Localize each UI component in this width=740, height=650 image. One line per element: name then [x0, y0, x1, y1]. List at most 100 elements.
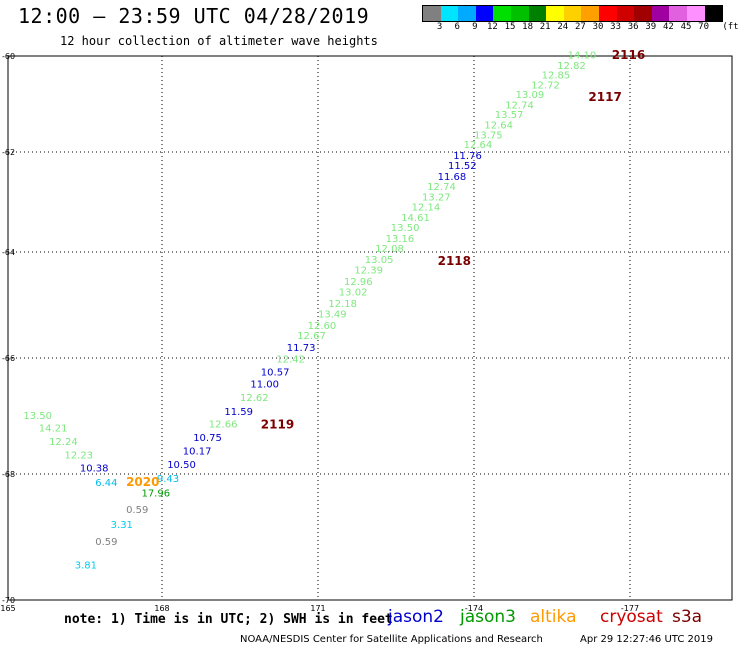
wave-height-label: 12.24 — [49, 437, 78, 448]
legend-tick-label: 12 — [486, 22, 498, 32]
footer-note: note: 1) Time is in UTC; 2) SWH is in fe… — [64, 612, 393, 627]
legend-tick-label: 39 — [645, 22, 657, 32]
wave-height-label: 12.74 — [505, 100, 534, 111]
latitude-label: -66 — [2, 354, 15, 363]
legend-tick-label: 18 — [522, 22, 534, 32]
wave-height-label: 13.02 — [339, 287, 368, 298]
legend-tick-label: 30 — [592, 22, 604, 32]
wave-height-label: 12.14 — [412, 203, 441, 214]
pass-time-label: 2020 — [126, 475, 159, 489]
wave-height-label: 11.00 — [250, 380, 279, 391]
wave-height-label: 0.59 — [95, 537, 117, 548]
wave-height-label: 10.50 — [167, 460, 196, 471]
legend-swatch — [651, 6, 670, 21]
wave-height-label: 13.05 — [365, 255, 394, 266]
wave-height-label: 10.57 — [261, 367, 290, 378]
legend-swatch — [458, 6, 476, 21]
legend-tick-label: 24 — [557, 22, 569, 32]
latitude-label: -68 — [2, 470, 15, 479]
legend-swatch — [669, 6, 687, 21]
generated-timestamp: Apr 29 12:27:46 UTC 2019 — [580, 634, 713, 645]
wave-height-label: 13.57 — [495, 110, 524, 121]
legend-swatch — [475, 6, 494, 21]
wave-height-label: 12.42 — [276, 355, 305, 366]
wave-height-label: 10.38 — [80, 464, 109, 475]
legend-altika: altika — [530, 607, 577, 627]
wave-height-label: 12.18 — [328, 299, 357, 310]
wave-height-label: 12.39 — [354, 266, 383, 277]
wave-height-label: 12.85 — [542, 71, 571, 82]
wave-height-label: 11.52 — [448, 161, 477, 172]
credit-line: NOAA/NESDIS Center for Satellite Applica… — [240, 634, 543, 645]
wave-height-label: 13.16 — [386, 234, 415, 245]
wave-height-label: 12.66 — [209, 420, 238, 431]
legend-tick-label: 21 — [539, 22, 551, 32]
wave-height-label: 11.73 — [287, 343, 316, 354]
wave-height-label: 13.27 — [422, 193, 451, 204]
pass-time-label: 2118 — [438, 254, 471, 268]
legend-jason2: jason2 — [388, 607, 444, 627]
legend-unit-label: (ft) — [722, 22, 740, 32]
wave-height-label: 11.59 — [224, 407, 253, 418]
latitude-label: -70 — [2, 596, 15, 605]
longitude-label: 165 — [0, 604, 15, 613]
time-label-layer: 2116 2117 2118 2119 2020 — [126, 48, 645, 489]
wave-height-label: 14.10 — [568, 50, 597, 61]
longitude-labels: 165 168 171 -174 -177 — [0, 604, 639, 613]
wave-height-label: 12.64 — [484, 120, 513, 131]
legend-tick-label: 3 — [436, 22, 443, 32]
legend-tick-label: 27 — [574, 22, 586, 32]
wave-height-label: 12.67 — [297, 331, 326, 342]
map-subtitle: 12 hour collection of altimeter wave hei… — [60, 34, 378, 48]
wave-height-label: 13.50 — [23, 411, 52, 422]
legend-cryosat: cryosat — [600, 607, 663, 627]
wave-height-label: 12.08 — [375, 244, 404, 255]
longitude-label: 171 — [310, 604, 325, 613]
observation-layer: 14.1012.8212.8512.7213.0912.7413.5712.64… — [23, 50, 596, 571]
legend-tick-label: 33 — [610, 22, 622, 32]
legend-swatch — [563, 6, 582, 21]
wave-height-label: 9.43 — [157, 474, 179, 485]
wave-height-label: 14.61 — [401, 213, 430, 224]
wave-height-label: 12.64 — [464, 140, 493, 151]
pass-time-label: 2116 — [612, 48, 645, 62]
legend-swatch — [704, 6, 723, 21]
wave-height-label: 12.74 — [427, 182, 456, 193]
legend-tick-label: 45 — [680, 22, 692, 32]
legend-tick-label: 70 — [698, 22, 710, 32]
wave-height-label: 12.23 — [64, 450, 93, 461]
wave-height-label: 12.62 — [240, 393, 269, 404]
pass-time-label: 2119 — [261, 417, 294, 431]
legend-swatch — [510, 6, 529, 21]
legend-s3a: s3a — [672, 607, 703, 627]
legend-tick-label: 6 — [454, 22, 460, 32]
latitude-label: -64 — [2, 248, 15, 257]
map-border — [7, 55, 733, 601]
wave-height-label: 13.50 — [391, 223, 420, 234]
legend-swatch — [686, 6, 705, 21]
latitude-labels: -60 -62 -64 -66 -68 -70 — [2, 52, 15, 605]
graticule — [8, 55, 732, 601]
color-legend — [422, 5, 724, 22]
legend-swatch — [634, 6, 652, 21]
latitude-label: -62 — [2, 148, 15, 157]
legend-swatch — [581, 6, 599, 21]
wave-height-label: 13.49 — [318, 310, 347, 321]
legend-tick-label: 42 — [662, 22, 674, 32]
wave-height-label: 13.75 — [474, 131, 503, 142]
wave-height-label: 11.68 — [438, 172, 467, 183]
legend-swatch — [528, 6, 547, 21]
legend-swatch — [440, 6, 459, 21]
wave-height-label: 0.59 — [126, 505, 148, 516]
map-frame — [7, 55, 733, 601]
map-title: 12:00 – 23:59 UTC 04/28/2019 — [18, 4, 370, 28]
wave-height-label: 3.81 — [75, 561, 97, 572]
legend-swatch — [546, 6, 564, 21]
wave-height-label: 6.44 — [95, 478, 117, 489]
wave-height-label: 3.31 — [111, 520, 133, 531]
legend-jason3: jason3 — [460, 607, 516, 627]
latitude-label: -60 — [2, 52, 15, 61]
legend-tick-label: 9 — [472, 22, 478, 32]
wave-height-label: 12.60 — [308, 321, 337, 332]
